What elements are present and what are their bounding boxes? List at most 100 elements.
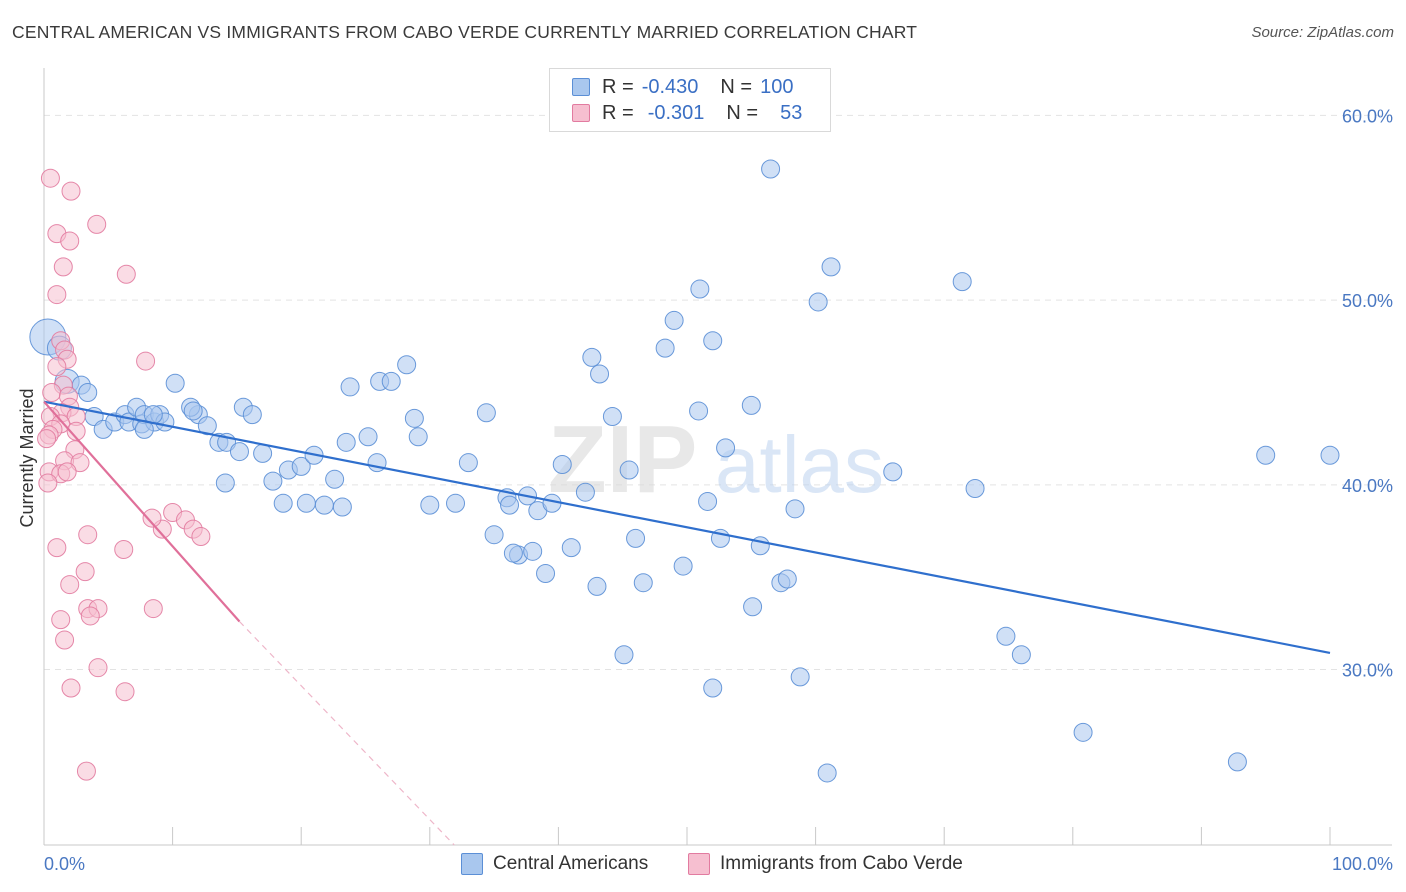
tick-labels: 30.0% 40.0% 50.0% 60.0% 0.0% 100.0% [44, 106, 1393, 874]
central-americans-point [664, 310, 684, 330]
y-tick-label: 30.0% [1342, 661, 1393, 681]
central-americans-point [817, 763, 837, 783]
central-americans-point [590, 364, 610, 384]
correlation-legend: R = -0.430 N = 100 R = -0.301 N = 53 [549, 68, 831, 132]
legend-n-label: N = [720, 75, 753, 98]
central-americans-point [614, 645, 634, 665]
cabo-verde-point [51, 610, 71, 630]
central-americans-point [314, 495, 334, 515]
gridlines [44, 114, 1392, 671]
legend-swatch-blue [572, 78, 590, 96]
central-americans-point [397, 355, 417, 375]
bottom-legend-swatch-blue [461, 853, 483, 875]
cabo-verde-point [114, 539, 134, 559]
central-americans-point [183, 401, 203, 421]
central-americans-point [575, 482, 595, 502]
legend-n-value: 53 [780, 101, 803, 124]
y-tick-label: 40.0% [1342, 476, 1393, 496]
cabo-verde-point [116, 264, 136, 284]
central-americans-point [703, 678, 723, 698]
watermark: ZIP atlas [548, 406, 884, 513]
central-americans-point [965, 479, 985, 499]
central-americans-point [404, 408, 424, 428]
bottom-legend-swatch-pink [688, 853, 710, 875]
central-americans-point [446, 493, 466, 513]
legend-swatch-pink [572, 104, 590, 122]
central-americans-point [655, 338, 675, 358]
central-americans-point [1011, 645, 1031, 665]
cabo-verde-point [37, 429, 57, 449]
central-americans-points [29, 159, 1340, 783]
central-americans-point [808, 292, 828, 312]
central-americans-point [790, 667, 810, 687]
central-americans-point [690, 279, 710, 299]
central-americans-point [602, 406, 622, 426]
central-americans-point [1256, 445, 1276, 465]
cabo-verde-point [136, 351, 156, 371]
central-americans-point [536, 563, 556, 583]
central-americans-point [273, 493, 293, 513]
bottom-legend-cabo-verde: Immigrants from Cabo Verde [688, 852, 963, 876]
watermark-atlas: atlas [715, 420, 884, 509]
central-americans-point [552, 455, 572, 475]
central-americans-point [291, 456, 311, 476]
central-americans-point [1320, 445, 1340, 465]
chart-title: CENTRAL AMERICAN VS IMMIGRANTS FROM CABO… [12, 22, 918, 42]
central-americans-trend-line [43, 400, 1331, 654]
central-americans-point [229, 442, 249, 462]
central-americans-point [883, 462, 903, 482]
legend-n-label: N = [726, 101, 759, 124]
cabo-verde-point [80, 606, 100, 626]
central-americans-point [253, 443, 273, 463]
legend-row-central-americans: R = -0.430 N = 100 [572, 75, 793, 99]
cabo-verde-point [60, 575, 80, 595]
central-americans-point [500, 495, 520, 515]
cabo-verde-point [191, 527, 211, 547]
legend-row-cabo-verde: R = -0.301 N = 53 [572, 101, 802, 125]
central-americans-point [587, 576, 607, 596]
central-americans-point [340, 377, 360, 397]
cabo-verde-point [55, 630, 75, 650]
cabo-verde-point [142, 508, 162, 528]
central-americans-point [777, 569, 797, 589]
central-americans-point [332, 497, 352, 517]
cabo-verde-point [115, 682, 135, 702]
central-americans-point [523, 541, 543, 561]
cabo-verde-point [87, 214, 107, 234]
x-tick-label: 100.0% [1332, 854, 1393, 874]
central-americans-point [689, 401, 709, 421]
central-americans-point [626, 528, 646, 548]
central-americans-point [358, 427, 378, 447]
x-tick-label: 0.0% [44, 854, 85, 874]
central-americans-point [1227, 752, 1247, 772]
cabo-verde-point [57, 462, 77, 482]
legend-n-value: 100 [760, 75, 794, 98]
y-tick-label: 60.0% [1342, 106, 1393, 126]
axes [43, 68, 1392, 846]
central-americans-point [821, 257, 841, 277]
cabo-verde-point [42, 382, 62, 402]
cabo-verde-trend-extension [239, 621, 455, 846]
central-americans-point [420, 495, 440, 515]
cabo-verde-point [143, 599, 163, 619]
central-americans-point [633, 573, 653, 593]
central-americans-point [78, 382, 98, 402]
central-americans-point [743, 597, 763, 617]
central-americans-point [215, 473, 235, 493]
central-americans-point [1073, 722, 1093, 742]
cabo-verde-point [88, 658, 108, 678]
central-americans-point [263, 471, 283, 491]
cabo-verde-point [76, 761, 96, 781]
legend-r-label: R = [602, 101, 634, 124]
central-americans-point [381, 371, 401, 391]
bottom-legend-central-americans: Central Americans [461, 852, 648, 876]
cabo-verde-point [53, 257, 73, 277]
legend-r-label: R = [602, 75, 634, 98]
cabo-verde-point [70, 453, 90, 473]
bottom-legend-label: Central Americans [493, 853, 649, 874]
trend-lines [43, 400, 1331, 846]
central-americans-point [619, 460, 639, 480]
cabo-verde-point [61, 181, 81, 201]
central-americans-point [741, 395, 761, 415]
